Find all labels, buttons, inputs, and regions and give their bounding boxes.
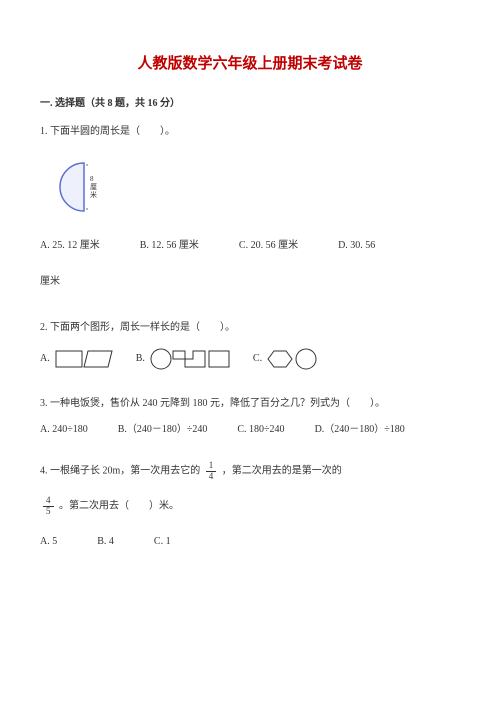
q1-unit: 厘米 bbox=[40, 273, 460, 291]
q3-optD: D.（240－180）÷180 bbox=[315, 421, 405, 439]
q2-optC: C. bbox=[253, 347, 324, 371]
question-1: 1. 下面半圆的周长是（ ）。 8 厘 米 A. 25. 12 厘米 B. 12… bbox=[40, 123, 460, 291]
q1-optD: D. 30. 56 bbox=[338, 237, 375, 255]
q4-fraction2: 4 5 bbox=[43, 496, 54, 517]
q1-optC: C. 20. 56 厘米 bbox=[239, 237, 298, 255]
q3-optC: C. 180÷240 bbox=[237, 421, 284, 439]
q1-options: A. 25. 12 厘米 B. 12. 56 厘米 C. 20. 56 厘米 D… bbox=[40, 237, 460, 255]
q1-optA: A. 25. 12 厘米 bbox=[40, 237, 100, 255]
q4-f2-den: 5 bbox=[43, 507, 54, 517]
q4-optA: A. 5 bbox=[40, 533, 57, 551]
q2-shapes: A. B. C. bbox=[40, 347, 460, 371]
q4-optC: C. 1 bbox=[154, 533, 171, 551]
question-3: 3. 一种电饭煲，售价从 240 元降到 180 元，降低了百分之几？列式为（ … bbox=[40, 395, 460, 439]
q3-optA: A. 240÷180 bbox=[40, 421, 88, 439]
q2-optB: B. bbox=[136, 347, 231, 371]
q2-labelA: A. bbox=[40, 350, 50, 368]
q4-options: A. 5 B. 4 C. 1 bbox=[40, 533, 460, 551]
q2-optA: A. bbox=[40, 348, 114, 370]
q4-part3: 。第二次用去（ ）米。 bbox=[59, 500, 179, 511]
q4-optB: B. 4 bbox=[97, 533, 114, 551]
q1-text: 1. 下面半圆的周长是（ ）。 bbox=[40, 123, 460, 141]
q3-text: 3. 一种电饭煲，售价从 240 元降到 180 元，降低了百分之几？列式为（ … bbox=[40, 395, 460, 413]
q1-optB: B. 12. 56 厘米 bbox=[140, 237, 199, 255]
q4-line2: 4 5 。第二次用去（ ）米。 bbox=[40, 496, 460, 517]
q2-text: 2. 下面两个图形，周长一样长的是（ ）。 bbox=[40, 319, 460, 337]
q4-part1: 4. 一根绳子长 20m，第一次用去它的 bbox=[40, 466, 200, 477]
section-heading: 一. 选择题（共 8 题，共 16 分） bbox=[40, 95, 460, 113]
svg-text:米: 米 bbox=[90, 190, 97, 199]
q2-labelB: B. bbox=[136, 350, 145, 368]
svg-text:厘: 厘 bbox=[90, 183, 97, 191]
q3-optB: B.（240－180）÷240 bbox=[118, 421, 208, 439]
q4-fraction1: 1 4 bbox=[206, 461, 217, 482]
question-4: 4. 一根绳子长 20m，第一次用去它的 1 4 ，第二次用去的是第一次的 4 … bbox=[40, 461, 460, 551]
exam-title: 人教版数学六年级上册期末考试卷 bbox=[40, 50, 460, 77]
q2-labelC: C. bbox=[253, 350, 262, 368]
q4-part2: ，第二次用去的是第一次的 bbox=[222, 466, 342, 477]
q4-f1-den: 4 bbox=[206, 472, 217, 482]
svg-text:8: 8 bbox=[90, 175, 94, 183]
q3-options: A. 240÷180 B.（240－180）÷240 C. 180÷240 D.… bbox=[40, 421, 460, 439]
q4-text: 4. 一根绳子长 20m，第一次用去它的 1 4 ，第二次用去的是第一次的 bbox=[40, 461, 460, 482]
q1-figure: 8 厘 米 bbox=[40, 159, 460, 215]
question-2: 2. 下面两个图形，周长一样长的是（ ）。 A. B. C. bbox=[40, 319, 460, 371]
